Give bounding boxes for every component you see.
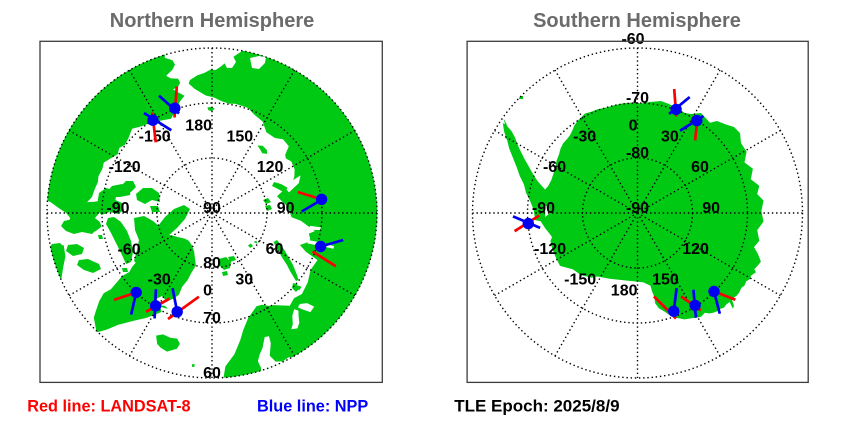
svg-text:-120: -120: [534, 241, 566, 258]
svg-text:-90: -90: [626, 200, 649, 217]
svg-text:120: 120: [257, 159, 284, 176]
svg-text:0: 0: [203, 283, 212, 300]
svg-text:60: 60: [203, 365, 221, 382]
svg-text:120: 120: [682, 241, 709, 258]
svg-text:-70: -70: [626, 90, 649, 107]
svg-text:-30: -30: [148, 271, 171, 288]
svg-text:-150: -150: [564, 271, 596, 288]
svg-text:-90: -90: [532, 200, 555, 217]
svg-text:-60: -60: [117, 241, 140, 258]
svg-text:-80: -80: [626, 145, 649, 162]
svg-text:70: 70: [203, 310, 221, 327]
svg-text:80: 80: [203, 255, 221, 272]
svg-text:90: 90: [277, 200, 295, 217]
svg-text:-120: -120: [109, 159, 141, 176]
svg-text:Red line: LANDSAT-8: Red line: LANDSAT-8: [27, 398, 190, 416]
svg-text:180: 180: [611, 283, 638, 300]
svg-text:-60: -60: [543, 159, 566, 176]
svg-text:90: 90: [702, 200, 720, 217]
svg-text:Southern Hemisphere: Southern Hemisphere: [533, 10, 741, 32]
svg-text:-30: -30: [573, 129, 596, 146]
svg-text:TLE Epoch: 2025/8/9: TLE Epoch: 2025/8/9: [454, 397, 619, 416]
svg-text:Northern Hemisphere: Northern Hemisphere: [110, 10, 315, 32]
svg-text:90: 90: [203, 200, 221, 217]
svg-text:30: 30: [235, 271, 253, 288]
svg-text:60: 60: [266, 241, 284, 258]
svg-text:180: 180: [185, 118, 212, 135]
svg-text:-60: -60: [621, 31, 644, 48]
svg-text:150: 150: [652, 271, 679, 288]
svg-text:Blue line: NPP: Blue line: NPP: [257, 398, 368, 416]
svg-text:30: 30: [661, 129, 679, 146]
svg-text:0: 0: [629, 118, 638, 135]
svg-text:150: 150: [226, 129, 253, 146]
svg-text:-90: -90: [106, 200, 129, 217]
svg-text:60: 60: [691, 159, 709, 176]
